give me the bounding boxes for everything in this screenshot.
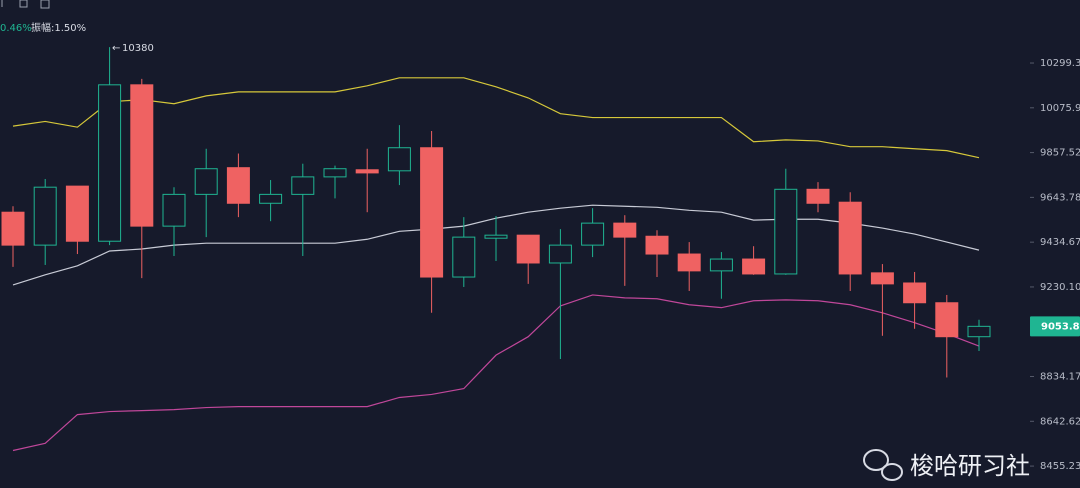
y-tick-label: 9434.67 xyxy=(1040,237,1080,248)
y-tick-label: 8642.62 xyxy=(1040,416,1080,427)
candle-body xyxy=(870,272,894,285)
candle-body xyxy=(484,234,508,239)
candle-body xyxy=(742,258,766,275)
y-tick-label: 9643.78 xyxy=(1040,192,1080,203)
watermark-icon xyxy=(863,449,903,481)
candle-body xyxy=(162,193,186,227)
icon[interactable] xyxy=(40,0,50,9)
candle-body xyxy=(613,222,637,238)
candle-body xyxy=(548,244,572,264)
candle-body xyxy=(259,193,283,204)
candle-body xyxy=(967,325,991,338)
band-line xyxy=(12,77,980,159)
candle-body xyxy=(709,258,733,272)
watermark: 梭哈研习社 xyxy=(910,452,1030,480)
candle-body xyxy=(806,188,830,204)
candle-body xyxy=(677,253,701,272)
candle-body xyxy=(194,168,218,195)
y-tick-label: 10299.31 xyxy=(1040,58,1080,69)
candle-body xyxy=(33,186,57,246)
candle-body xyxy=(420,147,444,278)
price-tag-bg xyxy=(1030,316,1080,337)
candle-body xyxy=(65,185,89,242)
band-line xyxy=(12,294,980,452)
toolbar-icons xyxy=(1,0,50,9)
candle-body xyxy=(645,235,669,255)
candle-body xyxy=(130,84,154,227)
candle-body xyxy=(226,167,250,204)
y-tick-label: 8834.17 xyxy=(1040,372,1080,383)
candle-body xyxy=(387,147,411,172)
y-tick-label: 8455.23 xyxy=(1040,461,1080,472)
plot: 10299.31 10075.99 9857.52 9643.78 9434.67 923… xyxy=(1,47,1080,472)
price-tag: 9053.82 xyxy=(1041,321,1080,332)
candle-body xyxy=(452,236,476,278)
candle-body xyxy=(903,282,927,304)
icon[interactable] xyxy=(19,0,28,8)
candle-body xyxy=(98,84,122,242)
y-tick-label: 9857.52 xyxy=(1040,148,1080,159)
candle-body xyxy=(581,222,605,246)
candle-body xyxy=(935,302,959,338)
max-label: 10380 xyxy=(122,43,154,54)
y-tick-label: 10075.99 xyxy=(1040,103,1080,114)
candle-body xyxy=(355,169,379,174)
candle-body xyxy=(1,211,25,246)
y-tick-label: 9230.10 xyxy=(1040,282,1080,293)
candle-body xyxy=(774,188,798,275)
candle-body xyxy=(516,234,540,264)
candle-body xyxy=(291,176,315,195)
change-text: 0.46% xyxy=(0,23,32,34)
candle-body xyxy=(323,168,347,178)
candle-body xyxy=(838,201,862,275)
max-arrow: ← xyxy=(112,43,120,54)
amplitude-text: 振幅:1.50% xyxy=(31,21,86,34)
